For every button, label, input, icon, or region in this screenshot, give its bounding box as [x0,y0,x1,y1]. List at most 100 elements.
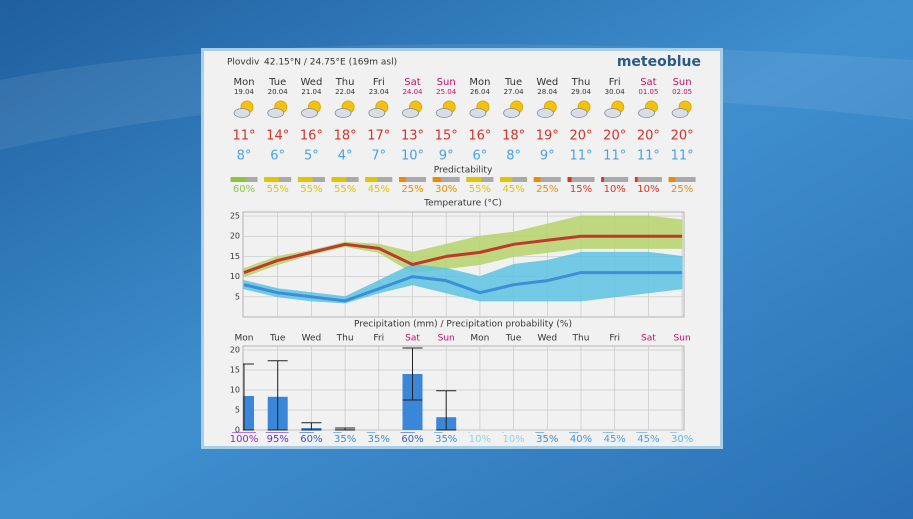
predictability-label: 45% [368,184,390,195]
day-date: 26.04 [470,88,491,96]
probability-label: 30% [671,434,693,445]
predictability-label: 55% [469,184,491,195]
predictability-label: 55% [267,184,289,195]
day-name: Fri [373,77,385,88]
x-tick-label: Sun [674,334,691,344]
day-date: 24.04 [402,88,423,96]
weather-icon-cloud [402,108,419,118]
max-temperature: 17° [367,129,390,144]
min-temperature: 11° [637,149,660,164]
x-tick-label: Mon [235,334,254,344]
probability-marker [366,432,376,433]
max-temperature: 18° [334,129,357,144]
x-tick-label: Sat [405,334,420,344]
x-tick-label: Thu [572,334,590,344]
day-name: Wed [300,77,322,88]
weather-icon-cloud [300,108,318,118]
day-date: 30.04 [605,88,626,96]
chart-title: Precipitation (mm) / Precipitation proba… [354,320,572,330]
day-date: 27.04 [504,88,525,96]
day-name: Sun [673,77,692,88]
predictability-bar [365,177,378,182]
predictability-bar [297,177,313,182]
max-temperature: 20° [603,129,626,144]
day-date: 20.04 [268,88,289,96]
predictability-bar [331,177,347,182]
temperature-line [243,271,683,303]
weather-icon-cloud [435,108,453,118]
max-temperature: 20° [637,129,660,144]
x-tick-label: Fri [373,334,384,344]
coordinates: 42.15°N / 24.75°E (169m asl) [264,58,397,68]
probability-label: 100% [230,434,259,445]
day-date: 02.05 [672,88,692,96]
max-temperature: 16° [468,129,491,144]
probability-label: 60% [401,434,423,445]
y-tick-label: 10 [230,386,240,395]
probability-marker [299,432,314,433]
max-temperature: 20° [569,129,592,144]
day-date: 21.04 [301,88,322,96]
day-date: 01.05 [638,88,658,96]
predictability-label: 30% [435,184,457,195]
predictability-bar [466,177,482,182]
x-tick-label: Sun [438,334,455,344]
probability-label: 60% [300,434,322,445]
predictability-bg [500,177,528,182]
weather-icon-cloud [536,108,554,118]
weather-icon-cloud [368,108,386,118]
max-temperature: 20° [671,129,694,144]
min-temperature: 11° [603,149,626,164]
probability-marker [636,432,648,433]
predictability-bg [634,177,662,182]
day-name: Sun [437,77,456,88]
min-temperature: 5° [304,149,319,164]
predictability-bar [264,177,280,182]
weather-icon-cloud [671,108,689,118]
weather-icon-cloud [334,108,352,118]
predictability-bar [432,177,441,182]
predictability-label: 55% [334,184,356,195]
probability-marker [467,432,471,433]
predictability-bg [567,177,595,182]
temperature-line [243,234,683,274]
predictability-label: 10% [637,184,659,195]
predictability-bar [668,177,676,182]
chart-title: Predictability [434,166,493,176]
x-tick-label: Thu [336,334,354,344]
x-tick-label: Fri [609,334,620,344]
probability-label: 10% [469,434,491,445]
probability-marker [333,432,342,433]
max-temperature: 13° [401,129,424,144]
predictability-bg [432,177,460,182]
temperature-band [243,251,683,304]
temperature-band [243,215,683,278]
probability-label: 45% [637,434,659,445]
weather-icon-cloud [233,108,251,118]
probability-marker [265,432,289,433]
max-temperature: 19° [536,129,559,144]
min-temperature: 10° [401,149,424,164]
brand-logo: meteoblue [617,54,701,70]
predictability-label: 55% [300,184,322,195]
probability-label: 35% [435,434,457,445]
y-tick-label: 5 [235,292,240,301]
y-tick-label: 25 [230,212,240,221]
max-temperature: 15° [435,129,458,144]
weather-icon-cloud [638,108,655,118]
day-name: Mon [233,77,254,88]
day-date: 28.04 [537,88,558,96]
predictability-label: 60% [233,184,255,195]
day-date: 29.04 [571,88,592,96]
probability-label: 45% [604,434,626,445]
probability-label: 35% [334,434,356,445]
probability-marker [670,432,678,433]
probability-marker [602,432,614,433]
probability-marker [434,432,443,433]
predictability-label: 10% [604,184,626,195]
max-temperature: 16° [300,129,323,144]
predictability-bar [567,177,572,182]
min-temperature: 6° [473,149,488,164]
day-name: Tue [504,77,522,88]
